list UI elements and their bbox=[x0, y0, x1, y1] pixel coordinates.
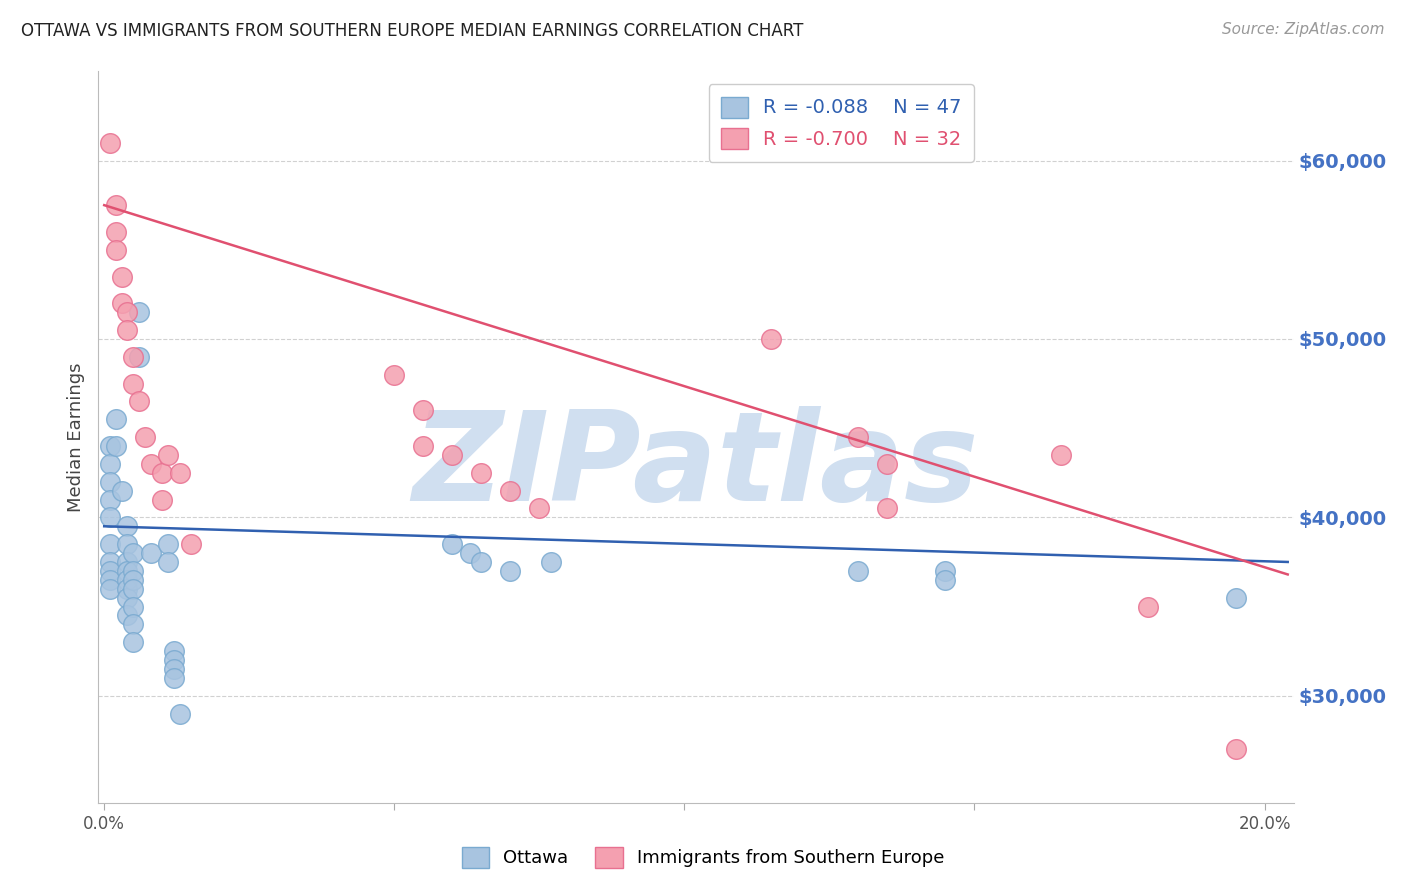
Point bbox=[98, 439, 121, 453]
Legend: Ottawa, Immigrants from Southern Europe: Ottawa, Immigrants from Southern Europe bbox=[451, 836, 955, 879]
Point bbox=[98, 475, 121, 489]
Point bbox=[104, 439, 127, 453]
Point bbox=[540, 555, 562, 569]
Point bbox=[470, 555, 492, 569]
Point bbox=[111, 483, 134, 498]
Y-axis label: Median Earnings: Median Earnings bbox=[67, 362, 86, 512]
Point bbox=[122, 635, 145, 649]
Point bbox=[104, 198, 127, 212]
Point bbox=[98, 564, 121, 578]
Point bbox=[134, 430, 156, 444]
Point bbox=[117, 564, 139, 578]
Point bbox=[104, 412, 127, 426]
Point bbox=[761, 332, 783, 346]
Point bbox=[117, 608, 139, 623]
Point bbox=[122, 376, 145, 391]
Point bbox=[122, 350, 145, 364]
Point bbox=[499, 483, 522, 498]
Point bbox=[169, 706, 191, 721]
Point bbox=[111, 296, 134, 310]
Point bbox=[441, 537, 464, 551]
Text: ZIPatlas: ZIPatlas bbox=[413, 406, 979, 527]
Point bbox=[150, 492, 173, 507]
Point bbox=[1137, 599, 1160, 614]
Point bbox=[98, 555, 121, 569]
Point bbox=[117, 582, 139, 596]
Point bbox=[441, 448, 464, 462]
Point bbox=[157, 555, 180, 569]
Legend: R = -0.088    N = 47, R = -0.700    N = 32: R = -0.088 N = 47, R = -0.700 N = 32 bbox=[709, 84, 974, 161]
Point bbox=[117, 591, 139, 605]
Point bbox=[117, 305, 139, 319]
Point bbox=[117, 537, 139, 551]
Point bbox=[98, 136, 121, 150]
Point bbox=[122, 546, 145, 560]
Point bbox=[848, 430, 870, 444]
Point bbox=[848, 564, 870, 578]
Point bbox=[157, 448, 180, 462]
Point bbox=[117, 519, 139, 533]
Point bbox=[163, 671, 186, 685]
Point bbox=[499, 564, 522, 578]
Point bbox=[98, 573, 121, 587]
Point bbox=[98, 510, 121, 524]
Point bbox=[934, 573, 956, 587]
Point bbox=[122, 617, 145, 632]
Point bbox=[150, 466, 173, 480]
Point bbox=[117, 573, 139, 587]
Point bbox=[111, 269, 134, 284]
Point bbox=[117, 555, 139, 569]
Point bbox=[180, 537, 202, 551]
Point bbox=[934, 564, 956, 578]
Point bbox=[163, 662, 186, 676]
Point bbox=[163, 653, 186, 667]
Point bbox=[1225, 742, 1247, 756]
Point bbox=[128, 350, 150, 364]
Text: OTTAWA VS IMMIGRANTS FROM SOUTHERN EUROPE MEDIAN EARNINGS CORRELATION CHART: OTTAWA VS IMMIGRANTS FROM SOUTHERN EUROP… bbox=[21, 22, 803, 40]
Point bbox=[117, 323, 139, 337]
Point bbox=[98, 582, 121, 596]
Point bbox=[122, 599, 145, 614]
Point bbox=[128, 305, 150, 319]
Point bbox=[122, 582, 145, 596]
Point bbox=[1225, 591, 1247, 605]
Point bbox=[139, 457, 162, 471]
Point bbox=[458, 546, 481, 560]
Point bbox=[470, 466, 492, 480]
Point bbox=[412, 403, 434, 417]
Point bbox=[122, 573, 145, 587]
Point bbox=[529, 501, 551, 516]
Point bbox=[157, 537, 180, 551]
Point bbox=[169, 466, 191, 480]
Point bbox=[104, 225, 127, 239]
Point bbox=[139, 546, 162, 560]
Point bbox=[122, 564, 145, 578]
Text: Source: ZipAtlas.com: Source: ZipAtlas.com bbox=[1222, 22, 1385, 37]
Point bbox=[98, 537, 121, 551]
Point bbox=[163, 644, 186, 658]
Point bbox=[412, 439, 434, 453]
Point bbox=[1050, 448, 1073, 462]
Point bbox=[98, 457, 121, 471]
Point bbox=[104, 243, 127, 257]
Point bbox=[128, 394, 150, 409]
Point bbox=[382, 368, 405, 382]
Point bbox=[876, 501, 898, 516]
Point bbox=[98, 492, 121, 507]
Point bbox=[876, 457, 898, 471]
